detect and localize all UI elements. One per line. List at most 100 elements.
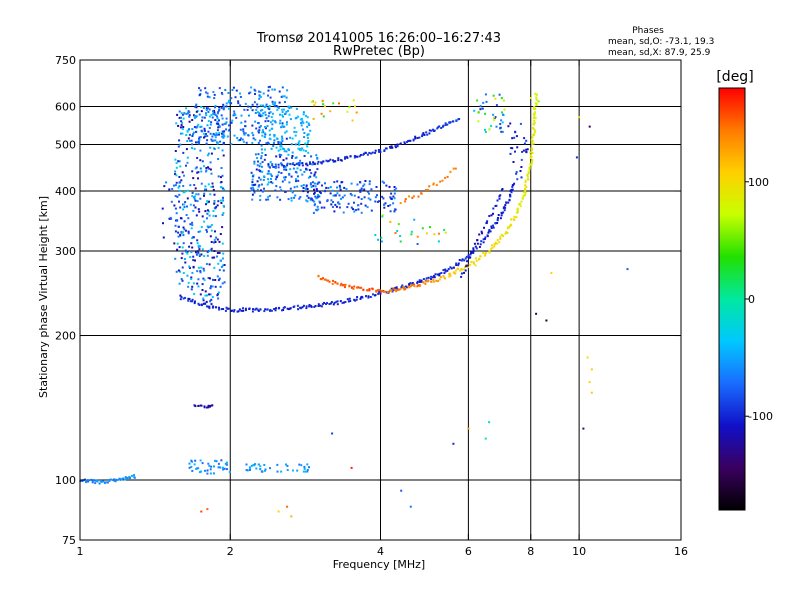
data-point	[366, 206, 369, 209]
data-point	[188, 120, 191, 123]
data-point	[207, 111, 210, 113]
data-point	[306, 116, 309, 119]
data-point	[198, 113, 201, 116]
data-point	[353, 298, 356, 301]
data-point	[180, 296, 183, 298]
data-point	[306, 470, 309, 473]
data-point	[228, 124, 230, 127]
data-point	[81, 480, 84, 482]
data-point	[324, 189, 327, 192]
data-point	[315, 188, 318, 191]
data-point	[99, 479, 102, 482]
data-point	[300, 464, 303, 467]
data-point	[329, 186, 332, 189]
data-point	[199, 126, 202, 128]
data-point	[305, 305, 308, 308]
data-point	[183, 203, 186, 206]
data-point	[282, 147, 284, 150]
data-point	[197, 251, 200, 254]
data-point	[179, 233, 182, 236]
data-point	[301, 128, 304, 131]
data-point	[282, 306, 285, 309]
data-point	[493, 243, 496, 246]
data-point	[352, 99, 355, 102]
data-point	[410, 230, 413, 233]
data-point	[412, 195, 415, 198]
data-point	[175, 166, 178, 169]
data-point	[297, 147, 300, 150]
data-point	[300, 124, 303, 127]
data-point	[133, 476, 136, 479]
data-point	[186, 156, 189, 159]
data-point	[176, 242, 179, 245]
data-point	[212, 139, 215, 142]
data-point	[209, 123, 212, 126]
data-point	[463, 266, 466, 268]
data-point	[396, 288, 399, 291]
data-point	[177, 145, 180, 148]
data-point	[239, 92, 241, 95]
data-point	[193, 302, 196, 305]
data-point	[403, 142, 406, 145]
data-point	[327, 187, 330, 190]
data-point	[382, 197, 385, 200]
data-point	[195, 115, 198, 118]
data-point	[193, 147, 196, 150]
data-point	[265, 142, 268, 145]
data-point	[490, 214, 493, 217]
data-point	[208, 249, 211, 252]
data-point	[201, 462, 204, 465]
data-point	[94, 479, 97, 482]
data-point	[310, 172, 313, 175]
data-point	[248, 308, 251, 310]
data-point	[308, 305, 311, 308]
data-point	[190, 251, 193, 254]
data-point	[207, 404, 210, 407]
data-point	[465, 255, 468, 258]
data-point	[216, 275, 219, 278]
data-point	[368, 183, 371, 186]
data-point	[251, 198, 254, 201]
data-point	[531, 159, 534, 161]
data-point	[191, 300, 194, 303]
data-point	[452, 266, 455, 269]
data-point	[109, 478, 112, 481]
data-point	[325, 186, 328, 189]
data-point	[186, 189, 189, 192]
data-point	[312, 211, 315, 214]
y-tick-label: 400	[55, 185, 76, 198]
data-point	[221, 135, 224, 138]
grid-lines	[80, 60, 681, 540]
data-point	[182, 185, 185, 187]
data-point	[231, 119, 234, 122]
data-point	[506, 227, 509, 230]
data-point	[449, 171, 452, 174]
data-point	[183, 206, 186, 208]
data-point	[519, 202, 522, 205]
data-point	[252, 137, 255, 140]
data-point	[186, 112, 189, 115]
data-point	[195, 141, 197, 144]
data-point	[254, 153, 257, 156]
data-point	[375, 186, 378, 188]
data-point	[484, 128, 486, 131]
data-point	[532, 127, 535, 129]
data-point	[220, 265, 223, 268]
data-point	[313, 200, 316, 203]
data-point	[180, 116, 182, 119]
data-point	[230, 143, 233, 145]
data-point	[199, 197, 202, 200]
data-point	[221, 149, 224, 152]
data-point	[205, 109, 208, 111]
data-point	[183, 258, 186, 260]
data-point	[516, 178, 519, 181]
data-point	[339, 284, 342, 287]
data-point	[277, 166, 280, 169]
data-point	[371, 151, 374, 154]
data-point	[278, 90, 281, 93]
data-point	[101, 480, 104, 483]
data-point	[217, 297, 220, 300]
data-point	[470, 251, 473, 254]
data-point	[457, 264, 460, 267]
data-point	[195, 110, 198, 113]
